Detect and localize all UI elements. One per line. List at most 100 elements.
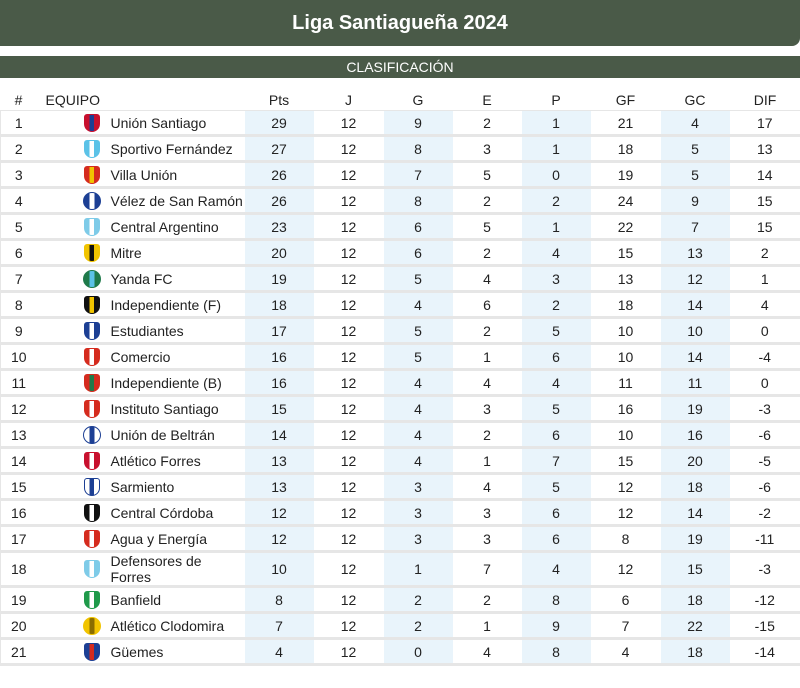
cell-team: Central Argentino <box>36 213 245 241</box>
cell-j: 12 <box>313 343 384 371</box>
cell-p: 6 <box>521 525 591 553</box>
cell-g: 3 <box>383 499 453 527</box>
cell-dif: -12 <box>729 586 800 614</box>
cell-pts: 13 <box>244 447 314 475</box>
cell-p: 1 <box>521 213 591 241</box>
team-crest-icon <box>82 616 101 635</box>
cell-g: 9 <box>383 110 453 137</box>
table-row: 2 Sportivo Fernández 27 12 8 3 1 18 5 13 <box>0 135 800 163</box>
cell-e: 6 <box>452 291 522 319</box>
cell-pts: 7 <box>244 612 314 640</box>
cell-p: 4 <box>521 551 591 588</box>
cell-gc: 18 <box>660 473 730 501</box>
team-name: Comercio <box>110 348 171 365</box>
cell-pts: 18 <box>244 291 314 319</box>
section-title: CLASIFICACIÓN <box>0 56 800 78</box>
cell-e: 5 <box>452 213 522 241</box>
cell-p: 7 <box>521 447 591 475</box>
cell-g: 4 <box>383 369 453 397</box>
cell-j: 12 <box>313 638 384 666</box>
cell-p: 8 <box>521 638 591 666</box>
team-name: Yanda FC <box>110 270 173 287</box>
team-crest-icon <box>83 347 100 366</box>
team-name: Unión Santiago <box>110 114 207 131</box>
cell-gf: 11 <box>590 369 661 397</box>
cell-pos: 1 <box>0 110 37 137</box>
standings-table: # EQUIPO Pts J G E P GF GC DIF 1 Unión Santiago 29 1… <box>0 86 800 666</box>
cell-gc: 18 <box>660 638 730 666</box>
cell-team: Instituto Santiago <box>36 395 245 423</box>
cell-e: 7 <box>452 551 522 588</box>
cell-j: 12 <box>313 110 384 137</box>
team-name: Agua y Energía <box>110 530 208 547</box>
cell-e: 2 <box>452 239 522 267</box>
cell-pos: 12 <box>0 395 37 423</box>
cell-j: 12 <box>313 447 384 475</box>
column-header-dif: DIF <box>753 92 777 108</box>
cell-j: 12 <box>313 213 384 241</box>
team-name: Atlético Forres <box>110 452 201 469</box>
cell-pts: 13 <box>244 473 314 501</box>
cell-g: 2 <box>383 612 453 640</box>
cell-pos: 7 <box>0 265 37 293</box>
cell-dif: 0 <box>729 369 800 397</box>
cell-g: 3 <box>383 525 453 553</box>
team-crest-icon <box>82 269 101 288</box>
cell-team: Independiente (F) <box>36 291 245 319</box>
team-name: Banfield <box>110 591 162 608</box>
cell-dif: 1 <box>729 265 800 293</box>
table-row: 18 Defensores de Forres 10 12 1 7 4 12 15 -3 <box>0 551 800 588</box>
cell-gf: 18 <box>590 291 661 319</box>
cell-j: 12 <box>313 395 384 423</box>
cell-e: 3 <box>452 525 522 553</box>
cell-pts: 8 <box>244 586 314 614</box>
cell-team: Independiente (B) <box>36 369 245 397</box>
team-crest-icon <box>83 590 100 609</box>
table-row: 7 Yanda FC 19 12 5 4 3 13 12 1 <box>0 265 800 293</box>
cell-pos: 18 <box>0 551 37 588</box>
cell-p: 9 <box>521 612 591 640</box>
team-name: Independiente (B) <box>110 374 222 391</box>
team-crest-icon <box>83 399 100 418</box>
cell-team: Banfield <box>36 586 245 614</box>
cell-g: 7 <box>383 161 453 189</box>
cell-team: Villa Unión <box>36 161 245 189</box>
cell-pts: 12 <box>244 499 314 527</box>
cell-pos: 11 <box>0 369 37 397</box>
team-name: Vélez de San Ramón <box>110 192 243 209</box>
cell-pos: 8 <box>0 291 37 319</box>
team-name: Unión de Beltrán <box>110 426 215 443</box>
team-crest-icon <box>83 243 100 262</box>
cell-p: 6 <box>521 343 591 371</box>
cell-pts: 26 <box>244 161 314 189</box>
cell-p: 6 <box>521 421 591 449</box>
cell-pts: 29 <box>244 110 314 137</box>
cell-e: 2 <box>452 421 522 449</box>
table-row: 10 Comercio 16 12 5 1 6 10 14 -4 <box>0 343 800 371</box>
cell-p: 4 <box>521 239 591 267</box>
cell-g: 6 <box>383 239 453 267</box>
cell-pts: 16 <box>244 369 314 397</box>
team-name: Mitre <box>110 244 142 261</box>
cell-dif: -14 <box>729 638 800 666</box>
team-name: Sportivo Fernández <box>110 140 233 157</box>
table-row: 4 Vélez de San Ramón 26 12 8 2 2 24 9 15 <box>0 187 800 215</box>
cell-dif: 14 <box>729 161 800 189</box>
cell-g: 5 <box>383 265 453 293</box>
column-header-gf: GF <box>615 92 636 108</box>
cell-g: 4 <box>383 447 453 475</box>
table-row: 5 Central Argentino 23 12 6 5 1 22 7 15 <box>0 213 800 241</box>
cell-team: Comercio <box>36 343 245 371</box>
cell-pts: 23 <box>244 213 314 241</box>
cell-j: 12 <box>313 473 384 501</box>
team-crest-icon <box>83 477 100 496</box>
cell-e: 5 <box>452 161 522 189</box>
team-name: Defensores de Forres <box>110 553 202 585</box>
cell-g: 3 <box>383 473 453 501</box>
team-name: Villa Unión <box>110 166 178 183</box>
cell-gf: 15 <box>590 239 661 267</box>
cell-dif: -4 <box>729 343 800 371</box>
team-crest-icon <box>83 529 100 548</box>
cell-j: 12 <box>313 525 384 553</box>
cell-gc: 9 <box>660 187 730 215</box>
